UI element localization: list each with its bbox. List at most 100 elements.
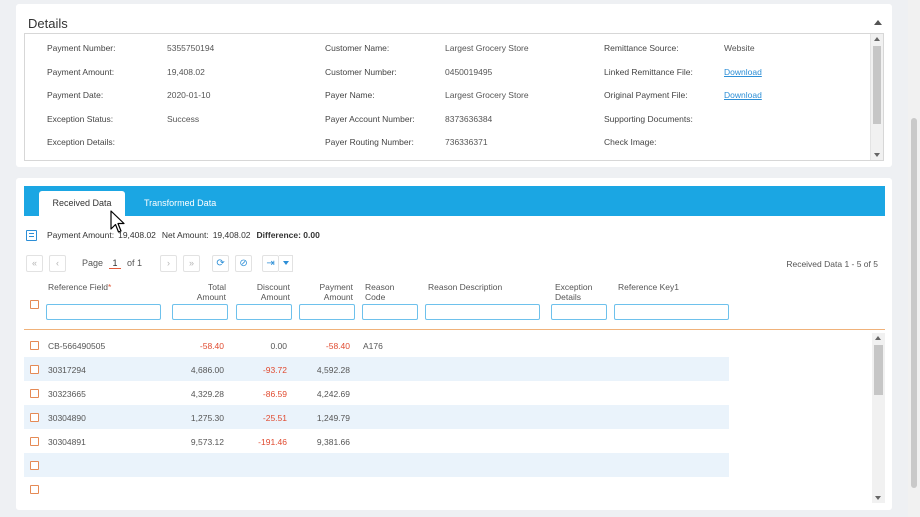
cell-discount: -25.51 [262,413,287,423]
payer-name-value: Largest Grocery Store [445,90,529,100]
col-discount-amount[interactable]: Discount Amount [256,282,290,302]
remittance-source-label: Remittance Source: [604,43,679,53]
details-scrollbar-thumb[interactable] [873,46,881,124]
summary-row: Payment Amount: 19,408.02 Net Amount: 19… [26,228,320,242]
summary-panel-icon[interactable] [26,229,37,241]
cell-total: 4,329.28 [190,389,224,399]
cell-total: 4,686.00 [190,365,224,375]
first-page-icon[interactable]: « [26,254,43,272]
filter-payment-amount[interactable] [299,304,355,320]
col-total-amount[interactable]: Total Amount [196,282,226,302]
data-panel: Received Data Transformed Data Payment A… [16,178,892,510]
scroll-up-icon[interactable] [874,37,880,41]
cell-reason-code: A176 [363,341,383,351]
grid-scrollbar-thumb[interactable] [874,345,883,395]
exception-details-label: Exception Details: [47,137,116,147]
table-row[interactable]: CB-566490505 -58.40 0.00 -58.40 A176 [24,333,729,357]
export-icon[interactable]: ⇥ [262,254,280,272]
row-checkbox[interactable] [30,413,39,422]
col-reference-key1[interactable]: Reference Key1 [618,282,679,292]
cell-payment: -58.40 [325,341,350,351]
cell-discount: -86.59 [262,389,287,399]
details-scrollbar[interactable] [870,34,883,160]
difference-value: Difference: 0.00 [256,230,320,240]
cell-reference: CB-566490505 [48,341,106,351]
filter-discount-amount[interactable] [236,304,292,320]
payment-number-value: 5355750194 [167,43,215,53]
payment-amount-summary-value: 19,408.02 [118,230,156,240]
last-page-icon[interactable]: » [183,254,201,272]
page-input[interactable]: 1 [109,258,122,269]
details-title: Details [28,16,68,31]
grid-header: Reference Field* Total Amount Discount A… [24,278,885,330]
table-row[interactable]: 30317294 4,686.00 -93.72 4,592.28 [24,357,729,381]
payer-account-number-value: 8373636384 [445,114,493,124]
mouse-cursor-icon [110,210,125,233]
table-row[interactable]: 30304891 9,573.12 -191.46 9,381.66 [24,429,729,453]
cell-total: -58.40 [199,341,224,351]
payment-amount-value: 19,408.02 [167,67,205,77]
tab-received-data[interactable]: Received Data [39,191,125,216]
next-page-icon[interactable]: › [160,254,178,272]
original-payment-download-link[interactable]: Download [724,90,762,100]
row-checkbox[interactable] [30,485,39,494]
row-checkbox[interactable] [30,389,39,398]
col-reference-field[interactable]: Reference Field* [48,282,112,292]
scroll-down-icon[interactable] [875,496,881,500]
table-row[interactable] [24,453,729,477]
table-row[interactable]: 30304890 1,275.30 -25.51 1,249.79 [24,405,729,429]
customer-number-value: 0450019495 [445,67,493,77]
details-panel: Details Payment Number: 5355750194 Payme… [16,4,892,167]
table-row[interactable] [24,477,729,501]
filter-reason-code[interactable] [362,304,418,320]
table-row[interactable]: 30323665 4,329.28 -86.59 4,242.69 [24,381,729,405]
select-all-checkbox[interactable] [30,300,39,309]
row-checkbox[interactable] [30,365,39,374]
row-checkbox[interactable] [30,341,39,350]
tab-bar: Received Data Transformed Data [24,186,885,216]
export-dropdown-icon[interactable] [279,254,294,272]
customer-number-label: Customer Number: [325,67,397,77]
grid-scrollbar[interactable] [872,333,885,503]
payment-date-label: Payment Date: [47,90,104,100]
filter-reason-description[interactable] [425,304,540,320]
col-reason-code[interactable]: Reason Code [365,282,395,302]
cell-discount: -93.72 [262,365,287,375]
customer-name-value: Largest Grocery Store [445,43,529,53]
cell-total: 1,275.30 [190,413,224,423]
cell-discount: -191.46 [258,437,287,447]
row-checkbox[interactable] [30,461,39,470]
customer-name-label: Customer Name: [325,43,390,53]
scroll-up-icon[interactable] [875,336,881,340]
net-amount-label: Net Amount: [161,230,209,240]
payment-date-value: 2020-01-10 [167,90,211,100]
refresh-icon[interactable]: ⟳ [212,254,230,272]
page-scrollbar[interactable] [908,0,920,517]
filter-reference-key1[interactable] [614,304,729,320]
exception-status-label: Exception Status: [47,114,114,124]
payer-name-label: Payer Name: [325,90,375,100]
page-scrollbar-thumb[interactable] [911,118,917,488]
filter-exception-details[interactable] [551,304,607,320]
linked-remittance-download-link[interactable]: Download [724,67,762,77]
cell-reference: 30317294 [48,365,86,375]
payment-number-label: Payment Number: [47,43,116,53]
payment-amount-summary-label: Payment Amount: [47,230,115,240]
payment-amount-label: Payment Amount: [47,67,115,77]
filter-total-amount[interactable] [172,304,228,320]
row-checkbox[interactable] [30,437,39,446]
tab-transformed-data[interactable]: Transformed Data [144,198,217,208]
prev-page-icon[interactable]: ‹ [49,254,66,272]
reset-icon[interactable]: ⊘ [235,254,253,272]
cell-reference: 30323665 [48,389,86,399]
col-exception-details[interactable]: Exception Details [555,282,593,302]
remittance-source-value: Website [724,43,755,53]
collapse-icon[interactable] [874,20,882,25]
cell-discount: 0.00 [270,341,287,351]
col-payment-amount[interactable]: Payment Amount [319,282,353,302]
scroll-down-icon[interactable] [874,153,880,157]
filter-reference-field[interactable] [46,304,161,320]
check-image-label: Check Image: [604,137,657,147]
col-reason-description[interactable]: Reason Description [428,282,503,292]
linked-remittance-file-label: Linked Remittance File: [604,67,693,77]
